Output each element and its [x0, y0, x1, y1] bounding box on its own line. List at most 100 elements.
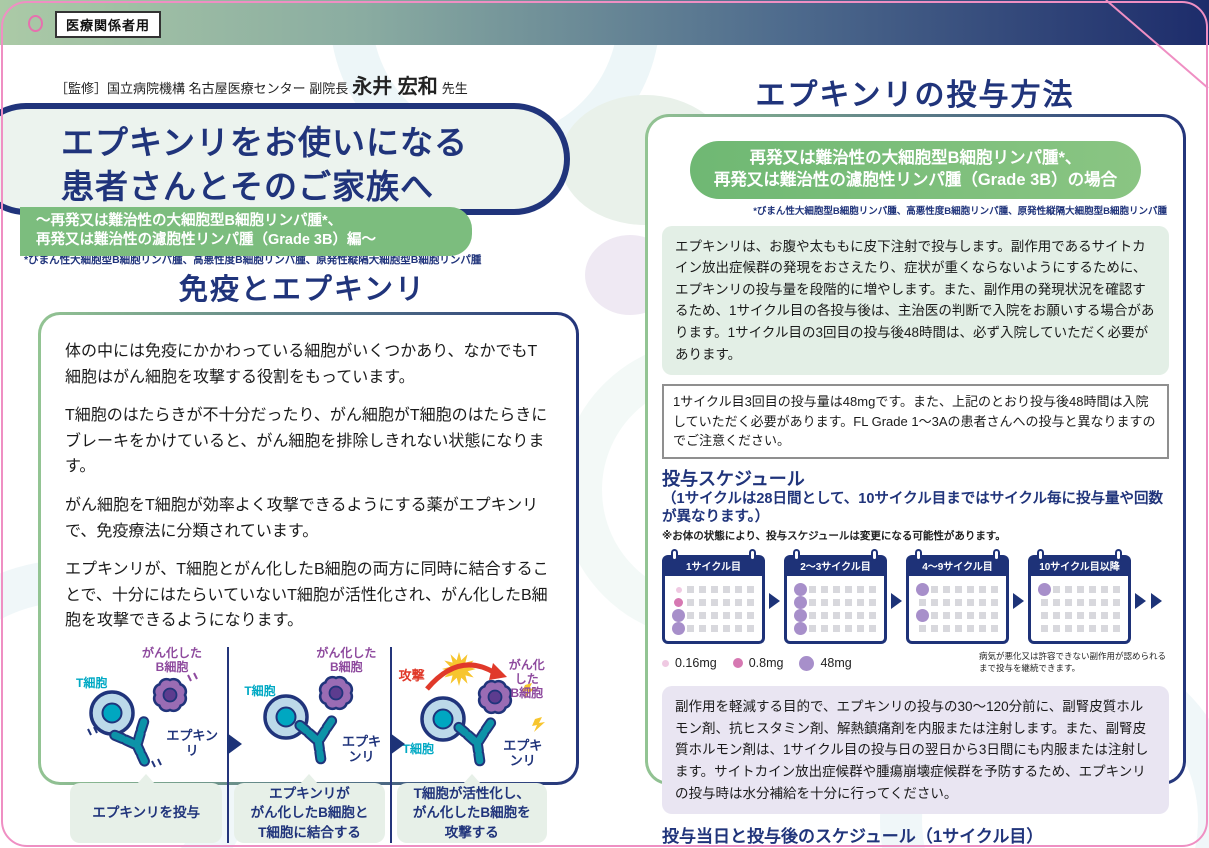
calendar-day-cell: [978, 599, 986, 607]
calendar-day-cell: [844, 612, 852, 620]
dose-dot-icon: [674, 598, 683, 608]
legend-label: 48mg: [820, 656, 852, 671]
calendar-day-cell: [955, 612, 963, 620]
calendar-day-cell: [955, 625, 963, 633]
arrow-right-icon: [1013, 593, 1024, 610]
calendar-day-cell: [687, 612, 695, 620]
calendar-pin-icon: [993, 549, 1000, 562]
calendar-pin-icon: [793, 549, 800, 562]
arrow-right-icon: [1151, 593, 1162, 610]
calendar-day-cell: [1112, 586, 1120, 594]
calendar-icon: 1サイクル目: [662, 549, 765, 577]
calendar-day-cell: [1065, 625, 1073, 633]
calendar-day-cell: [711, 599, 719, 607]
calendar-pin-icon: [915, 549, 922, 562]
calendar-day-cell: [868, 625, 876, 633]
schedule-note: ※お体の状態により、投与スケジュールは変更になる可能性があります。: [662, 530, 1006, 543]
calendar-day-cell: [833, 612, 841, 620]
calendar-pin-icon: [671, 549, 678, 562]
attack-label: 攻撃: [398, 667, 425, 683]
diagram-caption-1: エプキンリを投与: [70, 773, 223, 843]
calendar-day-cell: [978, 612, 986, 620]
calendar-day-cell: [931, 612, 939, 620]
calendar-day-cell: [833, 599, 841, 607]
schedule-subheading: （1サイクルは28日間として、10サイクル目まではサイクル毎に投与量や回数が異な…: [662, 491, 1163, 526]
calendar-day-cell: [1112, 612, 1120, 620]
schedule-heading: 投与スケジュール: [662, 468, 805, 489]
calendar-day-cell: [809, 599, 817, 607]
dosing-box: 再発又は難治性の大細胞型B細胞リンパ腫*、 再発又は難治性の濾胞性リンパ腫（Gr…: [645, 114, 1186, 846]
calendar-label: 10サイクル目以降: [1039, 562, 1120, 574]
calendar-day-cell: [868, 586, 876, 594]
calendar-day-cell: [711, 625, 719, 633]
calendar-grid: [916, 583, 1000, 635]
main-title-line2: 患者さんとそのご家族へ: [61, 167, 435, 205]
dose-dot-icon: [662, 659, 669, 667]
legend-item: 0.8mg: [732, 656, 783, 670]
calendar-day-cell: [1088, 586, 1096, 594]
dose-dot-icon: [916, 583, 929, 597]
dose-dot-icon: [794, 609, 807, 623]
calendar-day-cell: [1112, 599, 1120, 607]
calendar-day-cell: [809, 612, 817, 620]
title-footnote: *びまん性大細胞型B細胞リンパ腫、高悪性度B細胞リンパ腫、原発性縦隔大細胞型B細…: [24, 254, 482, 266]
calendar-day-cell: [966, 599, 974, 607]
calendar-day-cell: [990, 586, 998, 594]
calendar-day-cell: [868, 599, 876, 607]
case-banner-line1: 再発又は難治性の大細胞型B細胞リンパ腫*、: [749, 149, 1082, 167]
ring-icon: [28, 15, 43, 32]
subtitle-line2: 再発又は難治性の濾胞性リンパ腫（Grade 3B）編〜: [36, 231, 376, 248]
b-cell-label: がん化した B細胞: [316, 645, 377, 674]
diagram-panel-1: T細胞 がん化した B細胞 エプキンリ エプキンリを投与: [65, 646, 227, 843]
main-title-box: エプキンリをお使いになる 患者さんとそのご家族へ: [0, 103, 570, 215]
diagram-panel-2: T細胞 がん化した B細胞 エプキンリ エプキンリが がん化したB細胞と T細胞…: [227, 645, 389, 843]
b-cell-label: がん化した B細胞: [508, 657, 545, 700]
day-schedule-heading: 投与当日と投与後のスケジュール（1サイクル目）: [662, 827, 1044, 847]
mechanism-diagram: T細胞 がん化した B細胞 エプキンリ エプキンリを投与: [65, 645, 552, 843]
diagram-panel-3: 攻撃 がん化した B細胞 T細胞 エプキンリ T細胞が活性化し、 がん化したB細…: [389, 646, 552, 843]
calendar-day-cell: [809, 625, 817, 633]
dose-legend: 0.16mg 0.8mg 48mg 病気が悪化又は許容できない副作用が認められる…: [662, 651, 1169, 675]
calendar-day-cell: [734, 612, 742, 620]
drug-label: エプキンリ: [341, 733, 381, 764]
calendar-pin-icon: [871, 549, 878, 562]
calendar-label: 2〜3サイクル目: [800, 562, 871, 574]
subtitle-line1: 〜再発又は難治性の大細胞型B細胞リンパ腫*、: [36, 213, 343, 229]
calendar-day-cell: [734, 586, 742, 594]
calendar-icon: 10サイクル目以降: [1028, 549, 1131, 577]
calendar-day-cell: [1100, 586, 1108, 594]
calendar-day-cell: [856, 586, 864, 594]
t-cell-label: T細胞: [402, 741, 434, 756]
calendar-day-cell: [833, 625, 841, 633]
calendar-day-cell: [943, 586, 951, 594]
legend-item: 0.16mg: [662, 656, 717, 670]
calendar-day-cell: [699, 625, 707, 633]
diagram-caption-2: エプキンリが がん化したB細胞と T細胞に結合する: [234, 773, 385, 843]
calendar-day-cell: [699, 599, 707, 607]
cells-attack-illustration: [419, 651, 545, 773]
calendar-pin-icon: [1115, 549, 1122, 562]
calendar-day-cell: [821, 625, 829, 633]
calendar-day-cell: [943, 599, 951, 607]
calendar-day-cell: [856, 625, 864, 633]
arrow-right-icon: [769, 593, 780, 610]
case-banner-line2: 再発又は難治性の濾胞性リンパ腫（Grade 3B）の場合: [713, 170, 1118, 189]
dose-dot-icon: [916, 609, 929, 623]
calendar-grid: [672, 583, 756, 636]
dose-dot-icon: [794, 622, 807, 636]
calendar-day-cell: [856, 599, 864, 607]
dose-dot-icon: [672, 622, 685, 636]
calendar-day-cell: [687, 586, 695, 594]
calendar-day-cell: [699, 612, 707, 620]
calendar-day-cell: [722, 612, 730, 620]
calendar-day-cell: [1100, 612, 1108, 620]
calendar-day-cell: [1041, 625, 1048, 633]
body-paragraph: 体の中には免疫にかかわっている細胞がいくつかあり、なかでもT細胞はがん細胞を攻撃…: [65, 343, 538, 386]
cycle-calendars: 1サイクル目 2〜3サイクル目 4〜9サイクル目 10サイクル目以降: [662, 549, 1169, 647]
dose-dot-icon: [675, 586, 682, 593]
calendar-day-cell: [966, 625, 974, 633]
calendar-day-cell: [990, 599, 998, 607]
calendar-day-cell: [1065, 612, 1073, 620]
calendar-cycle-2-3: 2〜3サイクル目: [784, 549, 887, 645]
legend-label: 0.16mg: [675, 656, 717, 671]
